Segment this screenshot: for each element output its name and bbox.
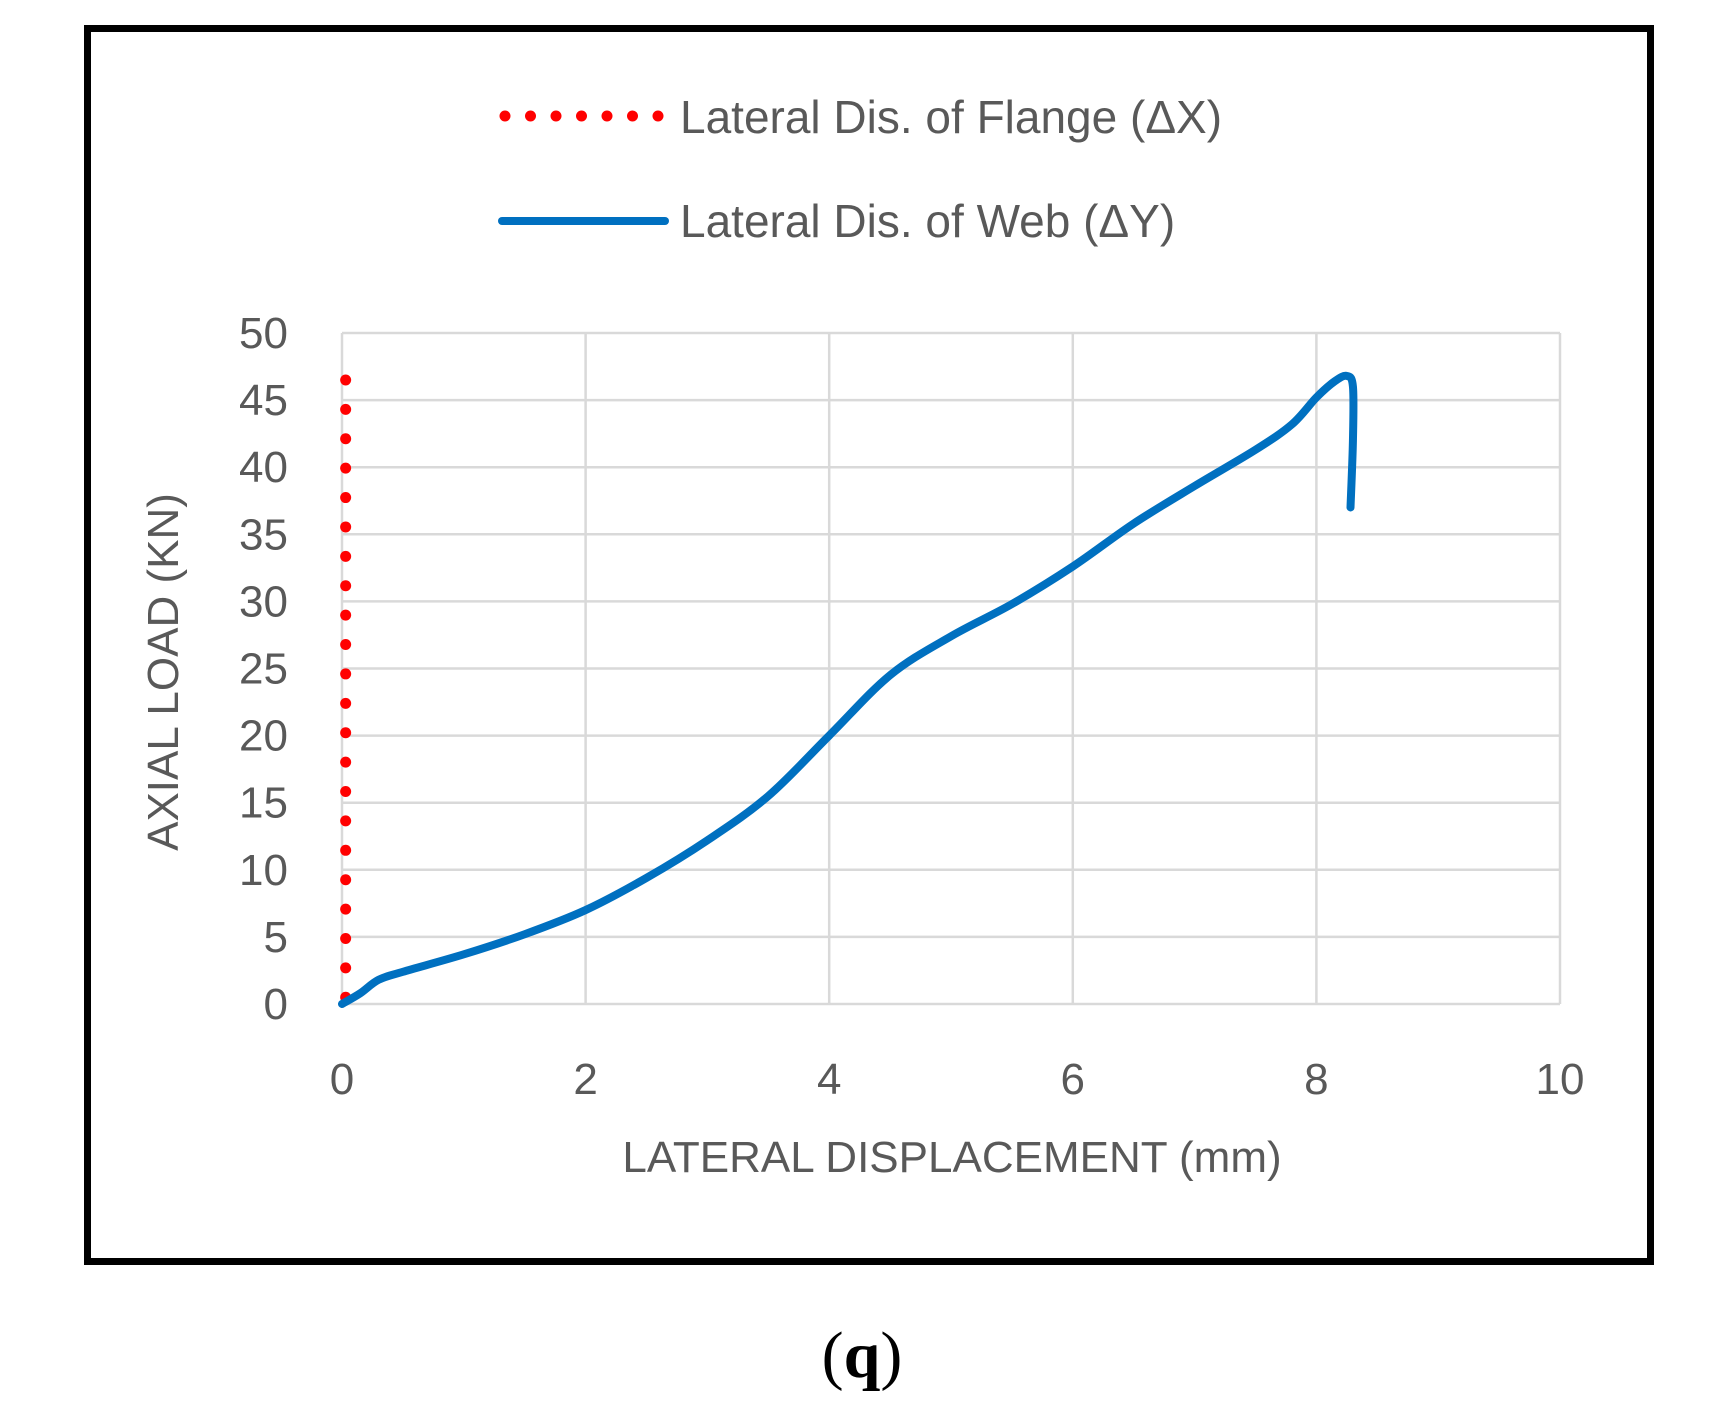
legend-flange-dot (627, 110, 638, 122)
legend-flange-dot (652, 110, 664, 122)
flange-point (340, 756, 352, 768)
flange-point (340, 962, 352, 974)
x-tick-label: 6 (1061, 1055, 1085, 1104)
figure-caption: (q) (0, 1318, 1724, 1394)
flange-point (340, 844, 352, 856)
y-tick-label: 15 (239, 779, 288, 828)
flange-point (340, 403, 352, 415)
y-tick-label: 10 (239, 846, 288, 895)
y-tick-label: 20 (239, 712, 288, 761)
legend-flange-dot (499, 110, 511, 122)
flange-point (340, 550, 352, 562)
flange-point (340, 462, 352, 474)
flange-point (340, 815, 352, 827)
legend-flange-dot (601, 110, 613, 122)
legend-flange-dot (576, 110, 587, 122)
x-axis-title: LATERAL DISPLACEMENT (mm) (622, 1133, 1281, 1182)
x-tick-label: 0 (330, 1055, 354, 1104)
web-series-line (338, 371, 1358, 1008)
flange-point (340, 580, 352, 592)
legend: Lateral Dis. of Flange (ΔX) Lateral Dis.… (498, 91, 1222, 247)
y-tick-label: 25 (239, 645, 288, 694)
x-tick-label: 4 (817, 1055, 841, 1104)
flange-point (340, 433, 352, 445)
series-group (338, 371, 1358, 1008)
flange-point (340, 786, 352, 798)
flange-point (340, 668, 352, 680)
y-tick-label: 50 (239, 309, 288, 358)
flange-point (340, 492, 352, 504)
flange-point (340, 639, 352, 651)
x-tick-label: 10 (1536, 1055, 1585, 1104)
caption-close-paren: ) (880, 1319, 903, 1392)
legend-flange-dot (550, 110, 562, 122)
x-tick-label: 2 (573, 1055, 597, 1104)
legend-flange-dot (525, 110, 536, 122)
legend-flange-swatch (499, 110, 664, 122)
y-tick-label: 40 (239, 443, 288, 492)
x-tick-label: 8 (1304, 1055, 1328, 1104)
tick-labels: 0 5 10 15 20 25 30 35 40 45 50 0 2 4 6 8 10 (239, 309, 1584, 1104)
flange-point (340, 521, 352, 533)
flange-point (340, 932, 352, 944)
flange-point (340, 874, 352, 886)
y-axis-title: AXIAL LOAD (KN) (139, 493, 188, 851)
y-tick-label: 5 (264, 913, 288, 962)
flange-point (340, 697, 352, 709)
flange-point (340, 727, 352, 739)
flange-point (340, 903, 352, 915)
flange-point (340, 374, 352, 386)
legend-web-label: Lateral Dis. of Web (ΔY) (680, 195, 1175, 247)
caption-open-paren: ( (821, 1319, 844, 1392)
y-tick-label: 30 (239, 577, 288, 626)
grid (340, 331, 1562, 1006)
legend-flange-label: Lateral Dis. of Flange (ΔX) (680, 91, 1222, 143)
y-tick-label: 35 (239, 510, 288, 559)
flange-point (340, 609, 352, 621)
y-tick-label: 0 (264, 980, 288, 1029)
caption-letter: q (843, 1319, 881, 1392)
y-tick-label: 45 (239, 376, 288, 425)
